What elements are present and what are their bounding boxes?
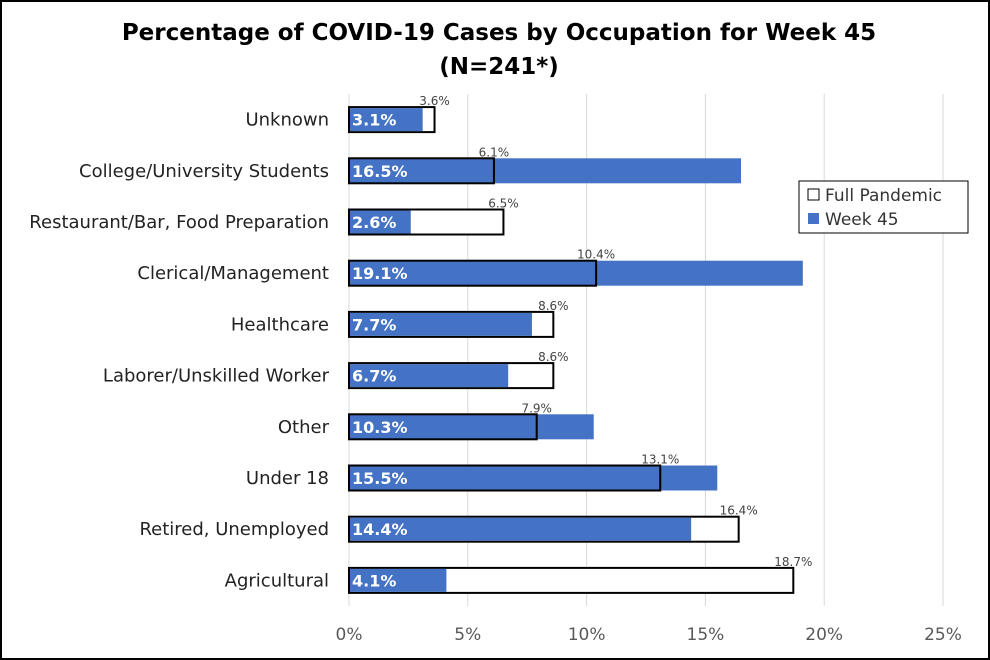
bar-week45 [350, 517, 692, 541]
bar-full-pandemic [348, 157, 495, 185]
data-label-week45: 16.5% [352, 162, 408, 181]
data-label-week45: 15.5% [352, 469, 408, 488]
legend: Full Pandemic Week 45 [798, 180, 969, 234]
bar-full-pandemic [348, 413, 538, 441]
data-label-full-pandemic: 3.6% [419, 94, 450, 108]
data-label-week45: 2.6% [352, 213, 396, 232]
data-label-full-pandemic: 13.1% [641, 453, 679, 467]
data-label-full-pandemic: 7.9% [521, 401, 552, 415]
chart-subtitle: (N=241*) [439, 54, 559, 80]
chart-title: Percentage of COVID-19 Cases by Occupati… [122, 20, 876, 46]
x-axis-ticks: 0% 5% 10% 15% 20% 25% [336, 625, 962, 645]
data-label-week45: 6.7% [352, 367, 396, 386]
x-tick-label: 20% [805, 625, 843, 645]
data-label-full-pandemic: 8.6% [538, 350, 569, 364]
bar-full-pandemic [348, 259, 598, 287]
bar-week45 [350, 210, 411, 234]
legend-label-week-45: Week 45 [825, 210, 899, 230]
category-label: Other [278, 417, 330, 438]
bar-full-pandemic [348, 464, 662, 492]
x-tick-label: 5% [454, 625, 481, 645]
data-label-week45: 3.1% [352, 111, 396, 130]
data-label-week45: 4.1% [352, 571, 396, 590]
data-label-week45: 14.4% [352, 520, 408, 539]
x-tick-label: 10% [568, 625, 606, 645]
category-label: Healthcare [231, 314, 329, 335]
data-label-full-pandemic: 8.6% [538, 299, 569, 313]
data-label-week45: 10.3% [352, 418, 408, 437]
category-label: Agricultural [225, 570, 329, 591]
category-label: College/University Students [79, 161, 329, 182]
legend-swatch-week-45 [808, 213, 819, 224]
legend-swatch-full-pandemic [807, 188, 820, 201]
data-label-full-pandemic: 10.4% [577, 248, 615, 262]
legend-label-full-pandemic: Full Pandemic [825, 186, 942, 206]
data-label-week45: 19.1% [352, 264, 408, 283]
data-label-full-pandemic: 6.1% [479, 145, 510, 159]
data-label-full-pandemic: 18.7% [774, 555, 812, 569]
category-label: Under 18 [246, 468, 329, 489]
category-label: Unknown [245, 110, 329, 131]
bar-week45 [350, 568, 447, 592]
category-label: Retired, Unemployed [139, 519, 329, 540]
category-label: Clerical/Management [137, 263, 329, 284]
bar-week45 [350, 364, 509, 388]
x-tick-label: 25% [924, 625, 962, 645]
category-label: Restaurant/Bar, Food Preparation [29, 212, 329, 233]
bar-week45 [350, 312, 532, 336]
data-label-week45: 7.7% [352, 315, 396, 334]
category-label: Laborer/Unskilled Worker [103, 366, 330, 387]
category-labels: Unknown College/University Students Restau… [29, 110, 329, 592]
x-tick-label: 0% [336, 625, 363, 645]
data-label-full-pandemic: 6.5% [488, 197, 519, 211]
bars: 3.6% 3.1% 6.1% 16.5% 6.5% 2.6% 10.4% 19.1% 8.6% 7… [348, 94, 812, 594]
legend-box [798, 180, 969, 234]
x-tick-label: 15% [687, 625, 725, 645]
data-label-full-pandemic: 16.4% [720, 504, 758, 518]
bar-week45 [350, 108, 423, 132]
